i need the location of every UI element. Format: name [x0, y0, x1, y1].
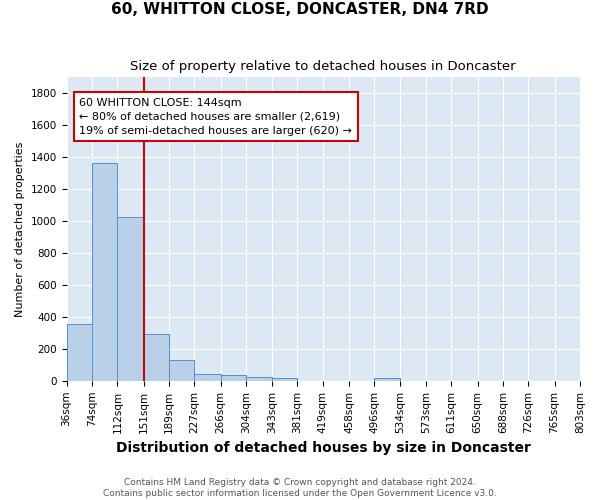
Bar: [221, 375, 246, 381]
Bar: [169, 360, 194, 381]
Bar: [143, 334, 169, 381]
Y-axis label: Number of detached properties: Number of detached properties: [15, 141, 25, 316]
Text: 60, WHITTON CLOSE, DONCASTER, DN4 7RD: 60, WHITTON CLOSE, DONCASTER, DN4 7RD: [111, 2, 489, 18]
Bar: [246, 376, 272, 381]
Bar: [272, 378, 298, 381]
Title: Size of property relative to detached houses in Doncaster: Size of property relative to detached ho…: [130, 60, 516, 73]
Text: Contains HM Land Registry data © Crown copyright and database right 2024.
Contai: Contains HM Land Registry data © Crown c…: [103, 478, 497, 498]
Text: 60 WHITTON CLOSE: 144sqm
← 80% of detached houses are smaller (2,619)
19% of sem: 60 WHITTON CLOSE: 144sqm ← 80% of detach…: [79, 98, 352, 136]
Bar: [118, 217, 143, 381]
Bar: [67, 324, 92, 381]
X-axis label: Distribution of detached houses by size in Doncaster: Distribution of detached houses by size …: [116, 441, 531, 455]
Bar: [194, 374, 221, 381]
Bar: [374, 378, 400, 381]
Bar: [92, 164, 118, 381]
